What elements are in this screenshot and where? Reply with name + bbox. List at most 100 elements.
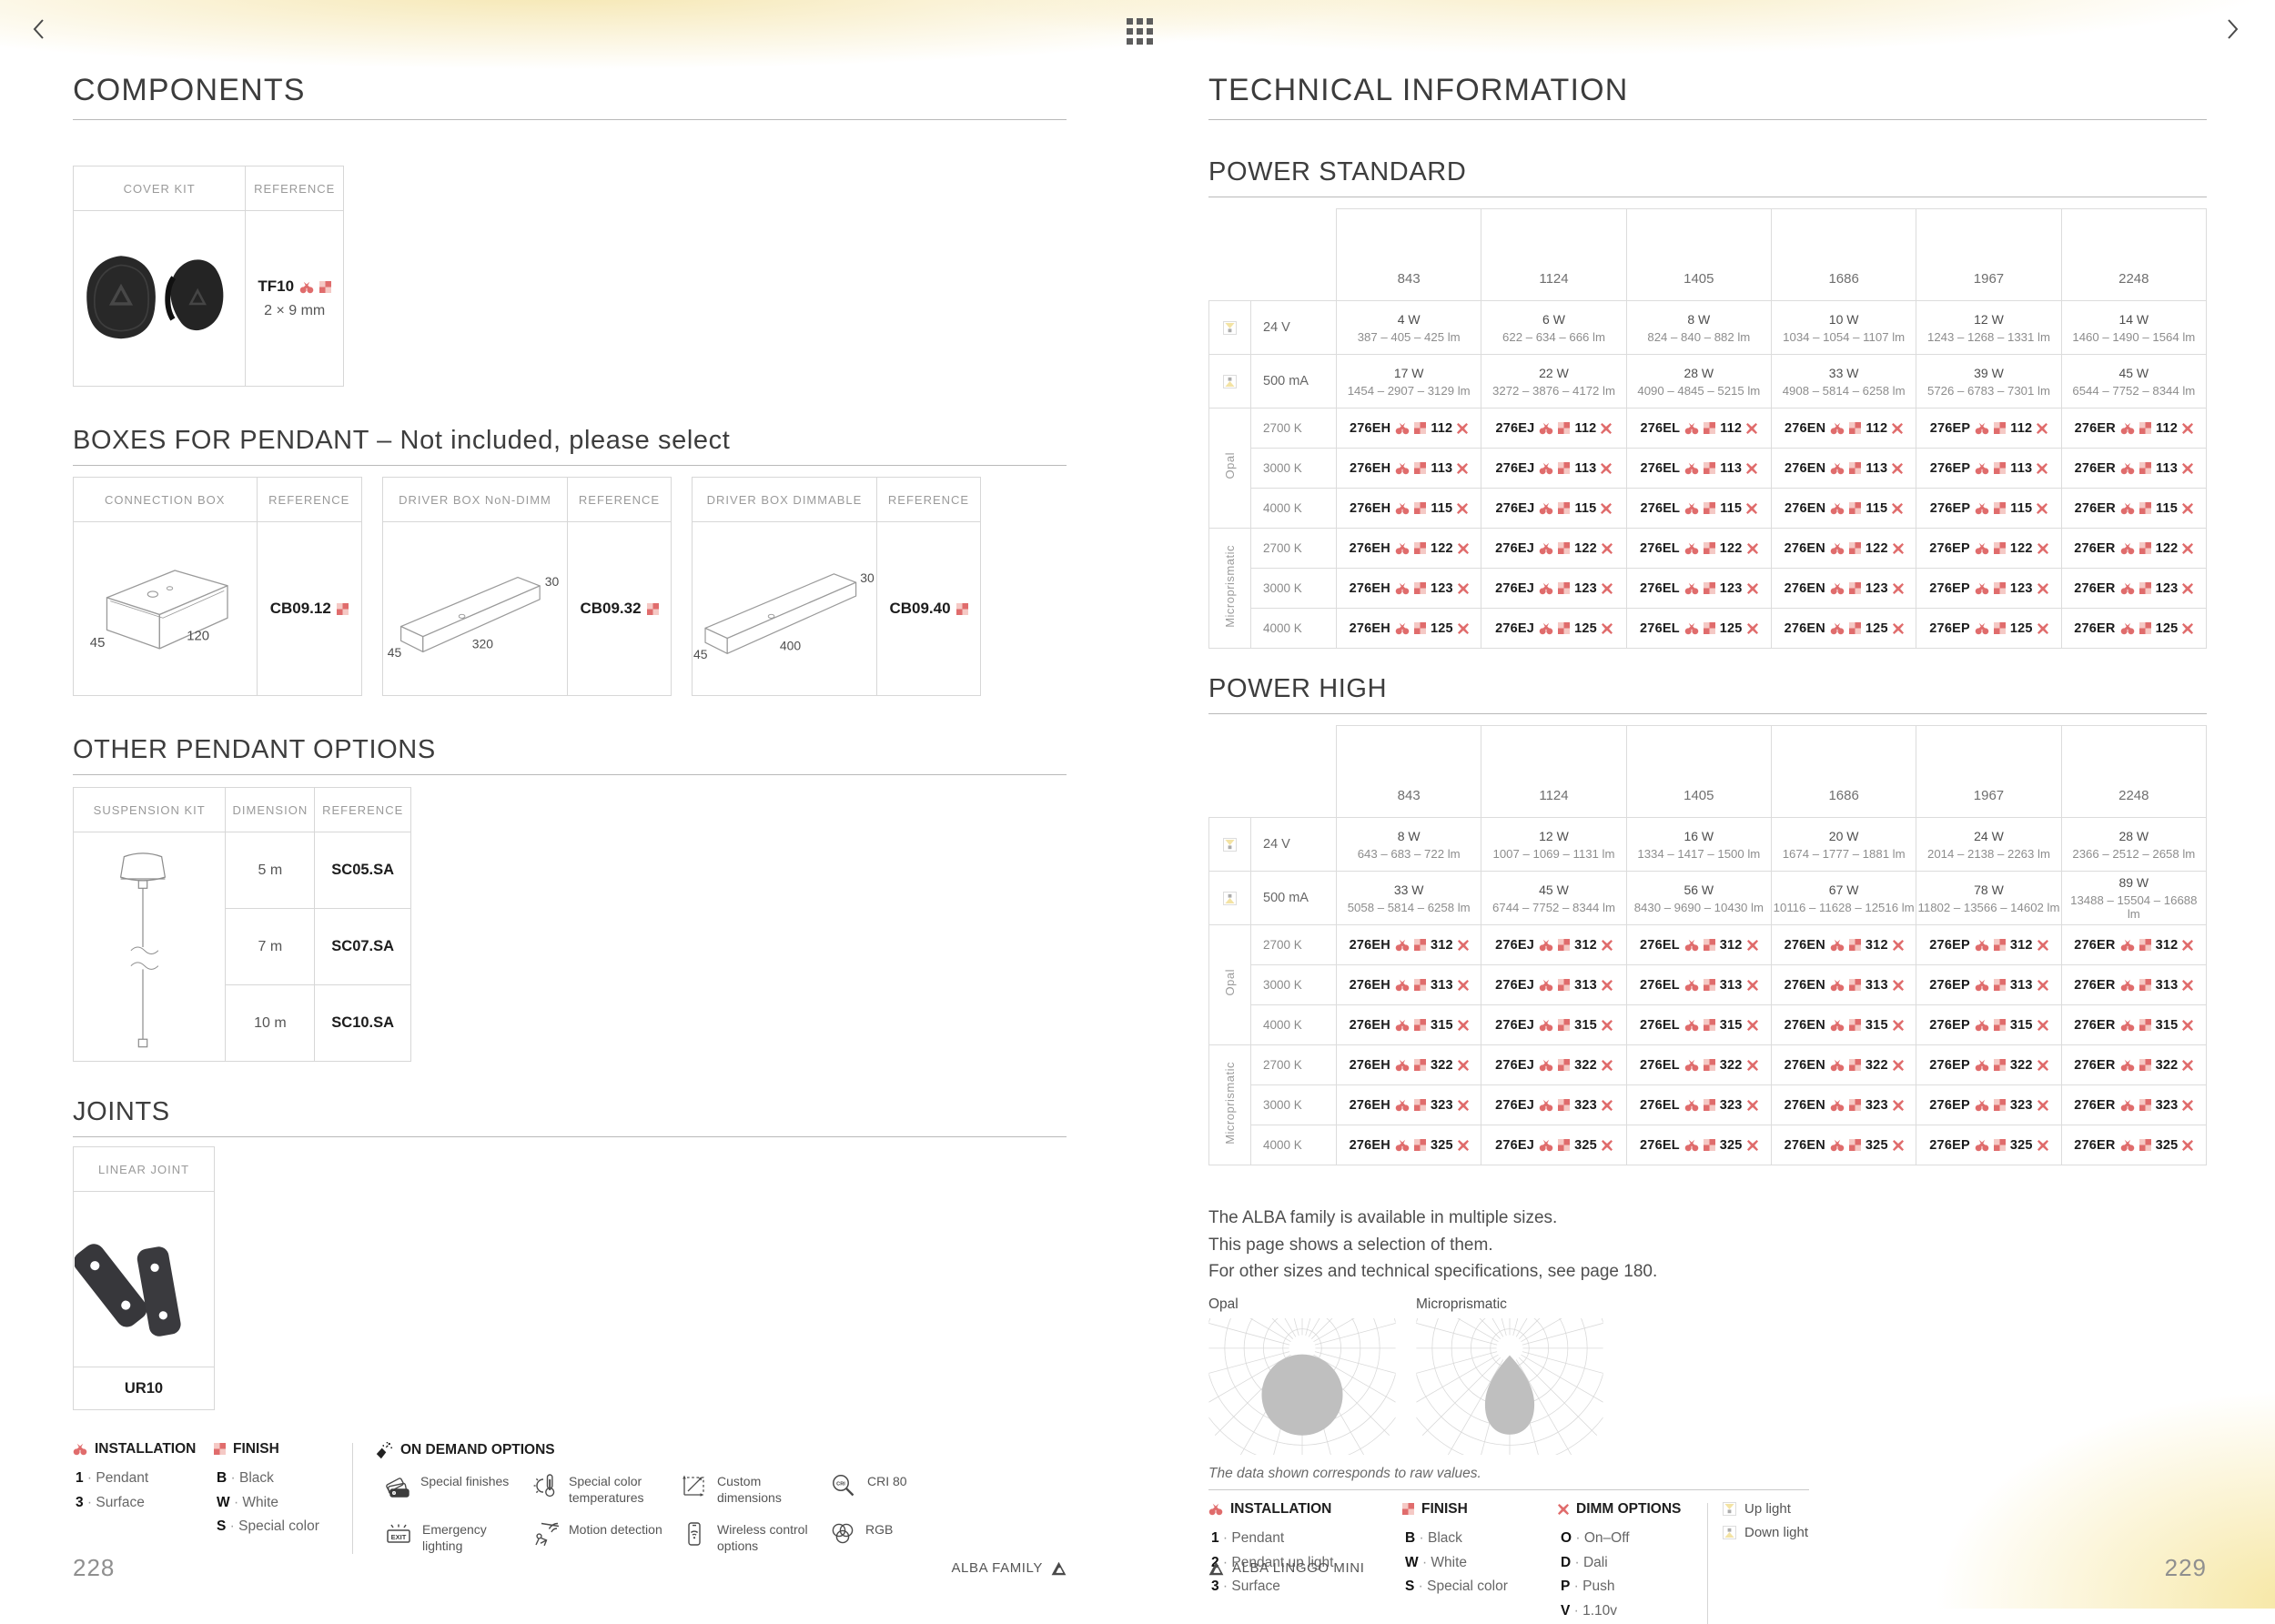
boxes-section-title: BOXES FOR PENDANT – Not included, please… [73,426,1067,466]
scissors-icon [2120,1019,2134,1031]
product-code-cell: 276EJ 122 [1481,528,1627,569]
product-code-cell: 276EP 112 [1916,408,2062,449]
dimm-icon [2181,502,2193,514]
alba-logo-icon [1208,1561,1224,1576]
checker-icon [2138,582,2151,594]
color-temperature-cell: 4000 K [1250,488,1337,529]
product-code-cell: 276EH 115 [1335,488,1482,529]
scissors-icon [73,1443,87,1456]
product-code-cell: 276EH 325 [1335,1125,1482,1165]
note-line: The ALBA family is available in multiple… [1208,1208,1558,1227]
power-cell: 6 W 622 – 634 – 666 lm [1481,300,1627,355]
grid-menu-icon[interactable] [1127,18,1153,45]
dimm-icon [2182,1099,2194,1111]
reference-text: CB09.12 [269,600,331,617]
scissors-icon [1830,1139,1845,1151]
prev-page-chevron-icon[interactable] [27,15,55,45]
size-column-header: 1124 [1481,208,1627,301]
product-code-cell: 276ER 125 [2060,608,2208,649]
scissors-icon [1539,542,1553,554]
legend-item: V · 1.10v [1561,1602,1618,1619]
product-code-cell: 276EL 113 [1625,448,1772,489]
power-cell: 45 W 6744 – 7752 – 8344 lm [1481,871,1627,925]
product-code-cell: 276EH 112 [1335,408,1482,449]
dimm-icon [1892,622,1904,634]
on-demand-label: Motion detection [569,1522,662,1537]
legend-item: O · On–Off [1561,1529,1630,1546]
scissors-icon [1395,939,1410,951]
legend-item: 1 · Pendant [1211,1529,1285,1546]
installation-scissors-icon [1208,1501,1223,1518]
dimm-icon [1892,979,1904,991]
power-cell: 67 W 10116 – 11628 – 12516 lm [1770,871,1917,925]
product-code-cell: 276EP 313 [1916,964,2062,1005]
checker-icon [2138,542,2151,554]
checker-icon [2138,1059,2151,1071]
scissors-icon [1830,1019,1845,1031]
code-row: 3000 K 276EH 123 276EJ 123 276EL 123 276EN 123 27… [1209,568,2208,609]
scissors-icon [1975,979,1989,991]
checker-icon [319,281,332,294]
dimm-icon [1601,979,1613,991]
sizes-note: The ALBA family is available in multiple… [1208,1205,2207,1286]
checker-icon [2138,422,2151,434]
dimension-label: 120 [187,629,209,644]
column-header: CONNECTION BOX [73,477,258,522]
checker-icon [1558,1139,1571,1151]
checker-icon [1413,1099,1426,1111]
checker-icon [1703,1059,1715,1071]
checker-icon [1558,462,1571,474]
joint-reference: UR10 [73,1367,215,1410]
checker-icon [1849,502,1862,514]
dimm-icon [1457,502,1469,514]
code-row: 4000 K 276EH 315 276EJ 315 276EL 315 276EN 315 27… [1209,1004,2208,1045]
product-code-cell: 276EN 315 [1770,1004,1917,1045]
product-code-cell: 276EN 125 [1770,608,1917,649]
dimm-icon [2037,542,2048,554]
scissors-icon [2120,422,2135,434]
size-column-header: 1967 [1916,208,2062,301]
product-code-cell: 276EL 312 [1625,924,1772,965]
boxes-row: CONNECTION BOX REFERENCE 45 [73,477,1067,696]
scissors-icon [1684,1019,1699,1031]
driver-box-nondimm-reference-cell: CB09.32 [567,521,672,696]
rgb-icon [832,1523,854,1544]
scissors-icon [1395,979,1410,991]
product-code-cell: 276EJ 115 [1481,488,1627,529]
size-column-header: 1686 [1770,208,1917,301]
dimm-icon [2182,622,2194,634]
checker-icon [1558,979,1571,991]
checker-icon [1993,1059,2006,1071]
diffuser-group-label: Opal [1208,924,1251,1045]
checker-icon [1558,1099,1571,1111]
checker-icon [1848,939,1861,951]
code-row: Opal 2700 K 276EH 112 276EJ 112 276EL 112 276EN 1… [1208,408,2208,529]
power-high-title: POWER HIGH [1208,674,2207,714]
power-cell: 12 W 1243 – 1268 – 1331 lm [1916,300,2062,355]
checker-icon [2138,1099,2151,1111]
next-page-chevron-icon[interactable] [2220,15,2248,45]
product-code-cell: 276ER 113 [2060,448,2208,489]
product-code-cell: 276EJ 325 [1481,1125,1627,1165]
column-header: REFERENCE [256,477,362,522]
up-light-icon [1223,320,1237,335]
reference-cell: SC10.SA [314,984,411,1062]
scissors-icon [1684,622,1699,634]
power-cell: 24 W 2014 – 2138 – 2263 lm [1916,817,2062,872]
power-cell: 12 W 1007 – 1069 – 1131 lm [1481,817,1627,872]
checker-icon [1994,422,2007,434]
dimm-icon [1601,622,1613,634]
product-code-cell: 276EP 122 [1916,528,2062,569]
opal-label: Opal [1208,1296,1239,1312]
dimm-icon [2037,1059,2048,1071]
power-row: 500 mA 33 W 5058 – 5814 – 6258 lm 45 W 6744 … [1208,871,2208,925]
scissors-icon [1396,422,1410,434]
dimm-icon [2182,979,2194,991]
power-cell: 4 W 387 – 405 – 425 lm [1335,300,1482,355]
dimension-cell: 5 m [225,832,316,909]
code-row: Opal 2700 K 276EH 312 276EJ 312 276EL 312 276EN 3… [1208,924,2208,1045]
components-page: COMPONENTS COVER KIT REFERENCE TF10 [72,73,1067,1554]
checker-icon [1703,939,1715,951]
power-cell: 28 W 4090 – 4845 – 5215 lm [1625,354,1772,409]
